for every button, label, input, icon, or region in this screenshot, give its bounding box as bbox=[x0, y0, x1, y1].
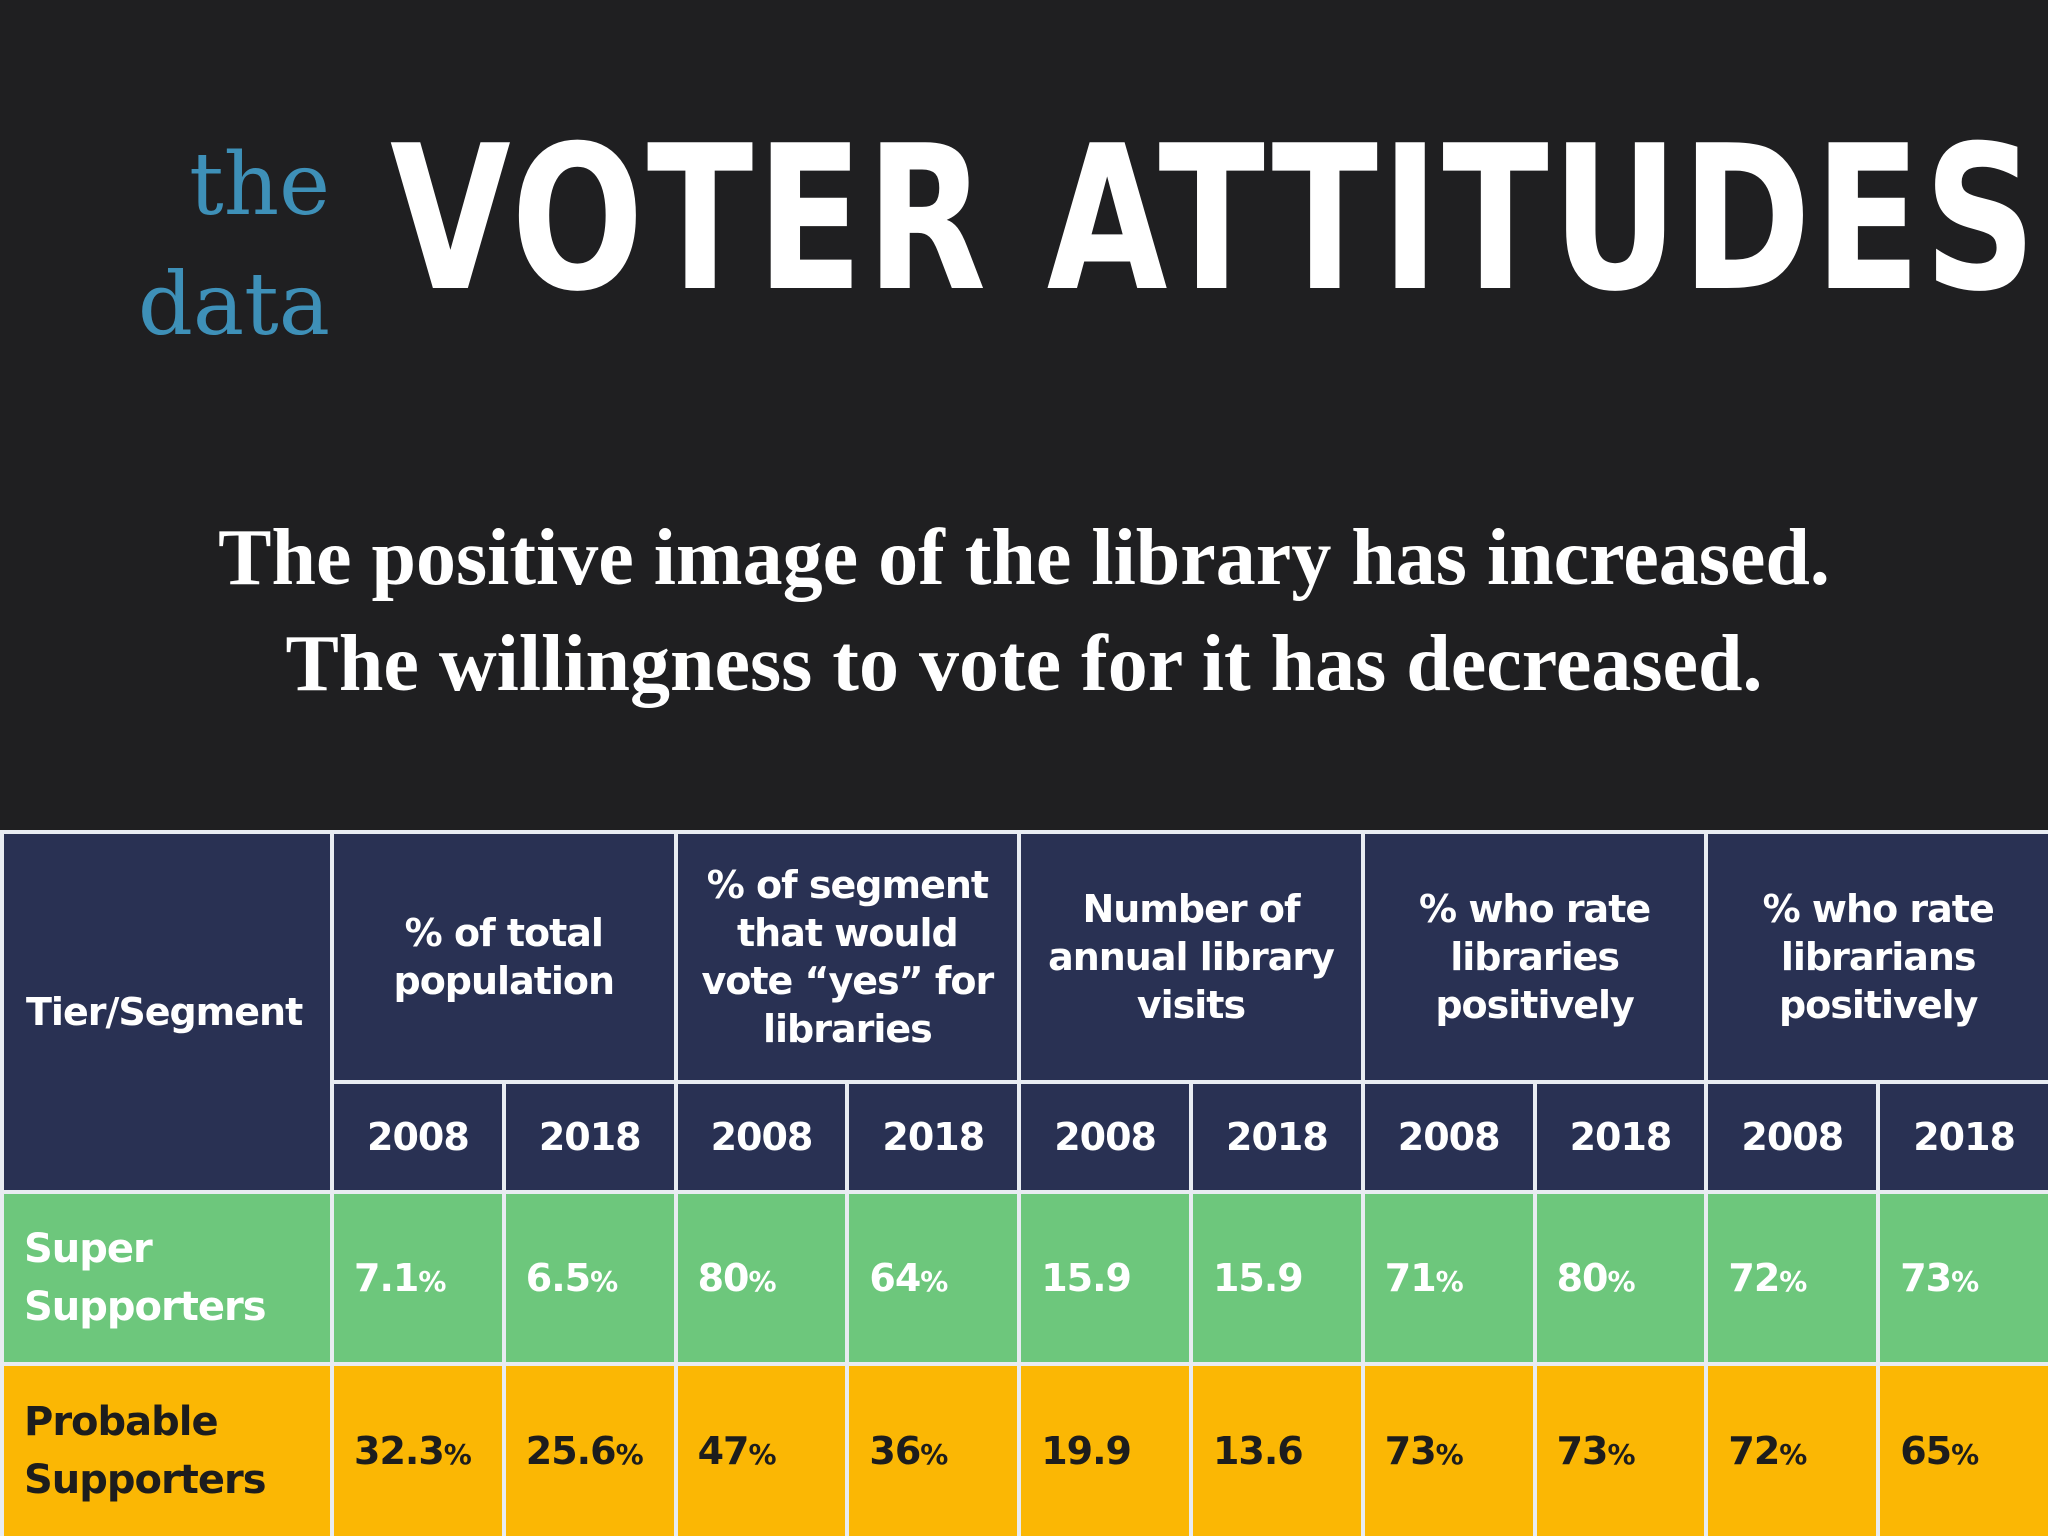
table-cell: 32.3% bbox=[330, 1362, 506, 1536]
cell-value: 73 bbox=[1900, 1256, 1952, 1300]
segment-label-super-supporters: Super Supporters bbox=[0, 1190, 334, 1366]
cell-unit: % bbox=[615, 1438, 644, 1471]
cell-value: 47 bbox=[697, 1429, 750, 1473]
cell-value: 64 bbox=[869, 1256, 921, 1300]
cell-unit: % bbox=[920, 1265, 948, 1298]
segment-label-line: Super bbox=[24, 1226, 153, 1272]
segment-label-line: Supporters bbox=[24, 1457, 267, 1503]
year-header: 2018 bbox=[501, 1080, 678, 1194]
table-cell: 15.9 bbox=[1017, 1190, 1193, 1366]
segment-column-header: Tier/Segment bbox=[0, 830, 334, 1194]
group-header-row: Tier/Segment % of total population % of … bbox=[0, 830, 2048, 1194]
cell-unit: % bbox=[1607, 1438, 1635, 1471]
year-header: 2008 bbox=[673, 1080, 850, 1194]
hero-banner: the data VOTER ATTITUDES The positive im… bbox=[0, 103, 2048, 717]
cell-value: 25.6 bbox=[525, 1429, 617, 1473]
cell-value: 80 bbox=[1556, 1256, 1609, 1300]
cell-unit: % bbox=[1951, 1438, 1979, 1471]
cell-unit: % bbox=[1951, 1265, 1979, 1298]
table-cell: 19.9 bbox=[1017, 1362, 1193, 1536]
cell-value: 32.3 bbox=[354, 1429, 445, 1473]
table-cell: 80% bbox=[1532, 1190, 1709, 1366]
data-table: Tier/Segment % of total population % of … bbox=[0, 830, 2048, 1536]
cell-value: 71 bbox=[1384, 1256, 1437, 1300]
table-cell: 72% bbox=[1704, 1190, 1881, 1366]
page-title: VOTER ATTITUDES bbox=[390, 103, 2040, 336]
data-word: data bbox=[137, 255, 330, 355]
subtitle-line-1: The positive image of the library has in… bbox=[218, 514, 1830, 602]
cell-value: 73 bbox=[1556, 1429, 1609, 1473]
cell-unit: % bbox=[418, 1265, 446, 1298]
group-header-population: % of total population bbox=[330, 830, 678, 1084]
cell-value: 65 bbox=[1900, 1429, 1952, 1473]
year-header: 2018 bbox=[1532, 1080, 1709, 1194]
table-cell: 47% bbox=[673, 1362, 850, 1536]
year-header: 2008 bbox=[330, 1080, 506, 1194]
table-row-probable-supporters: Probable Supporters 32.3% 25.6% 47% 36% 19.9… bbox=[0, 1362, 2048, 1536]
table-cell: 73% bbox=[1360, 1362, 1537, 1536]
cell-value: 19.9 bbox=[1041, 1429, 1132, 1473]
table-cell: 72% bbox=[1704, 1362, 1881, 1536]
segment-label-line: Supporters bbox=[24, 1284, 267, 1330]
group-header-rate-libraries: % who rate libraries positively bbox=[1360, 830, 1709, 1084]
cell-value: 7.1 bbox=[354, 1256, 419, 1300]
year-header: 2008 bbox=[1017, 1080, 1193, 1194]
cell-unit: % bbox=[1779, 1438, 1807, 1471]
cell-unit: % bbox=[748, 1265, 776, 1298]
table-cell: 7.1% bbox=[330, 1190, 506, 1366]
cell-value: 72 bbox=[1728, 1429, 1780, 1473]
cell-value: 15.9 bbox=[1212, 1256, 1304, 1300]
group-header-library-visits: Number of annual library visits bbox=[1017, 830, 1365, 1084]
group-header-vote-yes: % of segment that would vote “yes” for l… bbox=[673, 830, 1022, 1084]
table-cell: 64% bbox=[845, 1190, 1022, 1366]
cell-value: 13.6 bbox=[1212, 1429, 1304, 1473]
the-data-label: the data bbox=[100, 125, 330, 365]
cell-unit: % bbox=[1607, 1265, 1635, 1298]
table-cell: 80% bbox=[673, 1190, 850, 1366]
segment-label-probable-supporters: Probable Supporters bbox=[0, 1362, 334, 1536]
subtitle-line-2: The willingness to vote for it has decre… bbox=[285, 620, 1763, 708]
table-cell: 73% bbox=[1532, 1362, 1709, 1536]
year-header: 2008 bbox=[1704, 1080, 1881, 1194]
table-cell: 71% bbox=[1360, 1190, 1537, 1366]
table-cell: 25.6% bbox=[501, 1362, 678, 1536]
table-cell: 6.5% bbox=[501, 1190, 678, 1366]
cell-value: 73 bbox=[1384, 1429, 1437, 1473]
cell-value: 36 bbox=[869, 1429, 921, 1473]
year-header: 2018 bbox=[845, 1080, 1022, 1194]
year-header-row: 2008 2018 2008 2018 2008 2018 2008 2018 … bbox=[2, 1080, 2048, 1194]
cell-unit: % bbox=[1779, 1265, 1807, 1298]
cell-unit: % bbox=[590, 1265, 618, 1298]
cell-value: 6.5 bbox=[525, 1256, 591, 1300]
year-header: 2008 bbox=[1360, 1080, 1537, 1194]
the-word: the bbox=[189, 135, 330, 235]
cell-value: 72 bbox=[1728, 1256, 1780, 1300]
table-cell: 15.9 bbox=[1188, 1190, 1365, 1366]
table-cell: 13.6 bbox=[1188, 1362, 1365, 1536]
year-header: 2018 bbox=[1188, 1080, 1365, 1194]
cell-unit: % bbox=[920, 1438, 948, 1471]
segment-label-line: Probable bbox=[24, 1399, 219, 1445]
table-cell: 73% bbox=[1876, 1190, 2048, 1366]
table-cell: 65% bbox=[1876, 1362, 2048, 1536]
table-row-super-supporters: Super Supporters 7.1% 6.5% 80% 64% 15.9 15.9 7… bbox=[0, 1190, 2048, 1366]
table-cell: 36% bbox=[845, 1362, 1022, 1536]
year-header: 2018 bbox=[1876, 1080, 2048, 1194]
subtitle: The positive image of the library has in… bbox=[0, 505, 2048, 717]
voter-attitudes-table: Tier/Segment % of total population % of … bbox=[0, 830, 2048, 1536]
group-header-rate-librarians: % who rate librarians positively bbox=[1704, 830, 2048, 1084]
cell-unit: % bbox=[748, 1438, 776, 1471]
cell-value: 15.9 bbox=[1041, 1256, 1132, 1300]
cell-value: 80 bbox=[697, 1256, 750, 1300]
cell-unit: % bbox=[443, 1438, 472, 1471]
cell-unit: % bbox=[1435, 1438, 1464, 1471]
cell-unit: % bbox=[1435, 1265, 1464, 1298]
